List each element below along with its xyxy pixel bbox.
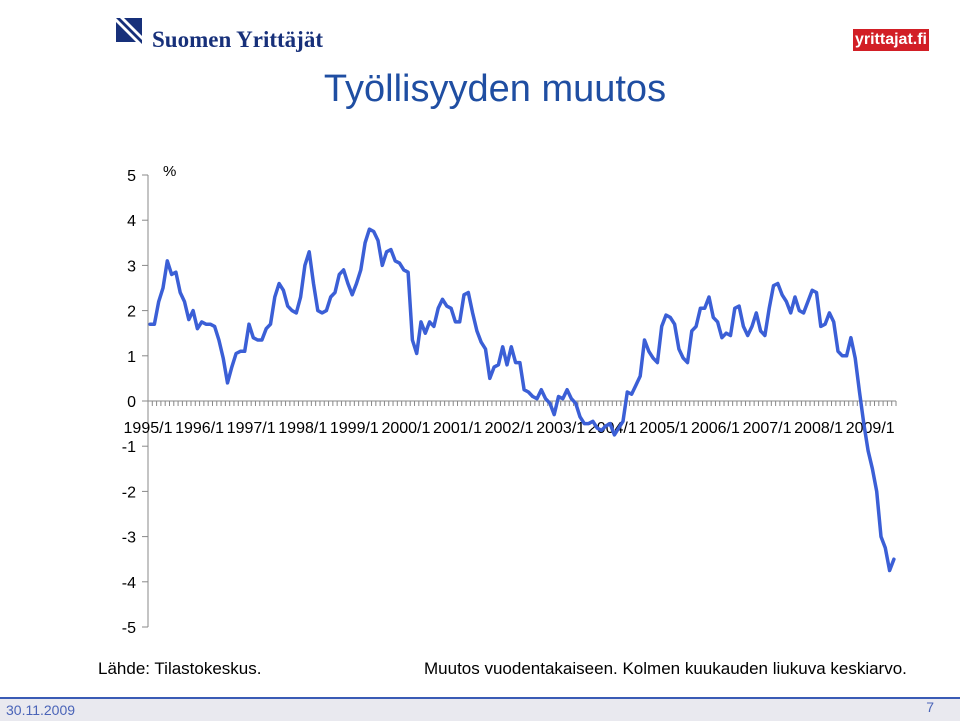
x-tick-label: 1996/1 <box>175 420 224 437</box>
x-tick-label: 2007/1 <box>743 420 792 437</box>
x-tick-label: 1995/1 <box>124 420 173 437</box>
brand-name: Suomen Yrittäjät <box>152 27 323 52</box>
suomen-yrittajat-logo: Suomen Yrittäjät <box>112 14 323 54</box>
footer-bar <box>0 697 960 721</box>
y-tick-label: -2 <box>122 484 136 501</box>
y-tick-label: 0 <box>127 394 136 411</box>
x-tick-label: 1997/1 <box>227 420 276 437</box>
series-line <box>148 227 896 573</box>
footer-date: 30.11.2009 <box>6 702 76 718</box>
x-tick-label: 2001/1 <box>433 420 482 437</box>
source-note: Lähde: Tilastokeskus. <box>98 659 262 678</box>
x-tick-label: 1998/1 <box>278 420 327 437</box>
x-tick-label: 2006/1 <box>691 420 740 437</box>
x-tick-label: 2002/1 <box>485 420 534 437</box>
y-tick-label: 5 <box>127 168 136 185</box>
y-tick-label: -1 <box>122 439 136 456</box>
y-tick-label: -3 <box>122 530 136 547</box>
y-tick-label: 3 <box>127 258 136 275</box>
y-tick-label: 1 <box>127 349 136 366</box>
y-tick-label: 2 <box>127 304 136 321</box>
yrittajat-fi-logo: yrittajat.fi <box>853 29 929 51</box>
slide-title: Työllisyyden muutos <box>323 68 667 110</box>
x-tick-label: 2009/1 <box>846 420 895 437</box>
y-axis-label: % <box>163 163 176 180</box>
y-tick-label: -4 <box>122 575 136 592</box>
y-tick-label: 4 <box>127 213 136 230</box>
x-tick-label: 2008/1 <box>794 420 843 437</box>
y-tick-label: -5 <box>122 620 136 637</box>
page-number: 7 <box>926 699 934 715</box>
logo-mark-icon <box>116 18 144 44</box>
x-tick-label: 1999/1 <box>330 420 379 437</box>
x-tick-label: 2003/1 <box>536 420 585 437</box>
chart-note: Muutos vuodentakaiseen. Kolmen kuukauden… <box>424 659 907 678</box>
x-tick-label: 2000/1 <box>381 420 430 437</box>
x-tick-label: 2005/1 <box>639 420 688 437</box>
employment-change-chart: 5 4 3 2 1 0 -1 -2 -3 -4 -5% 1995/1 1996/1 1997/1 1998/… <box>122 163 897 637</box>
